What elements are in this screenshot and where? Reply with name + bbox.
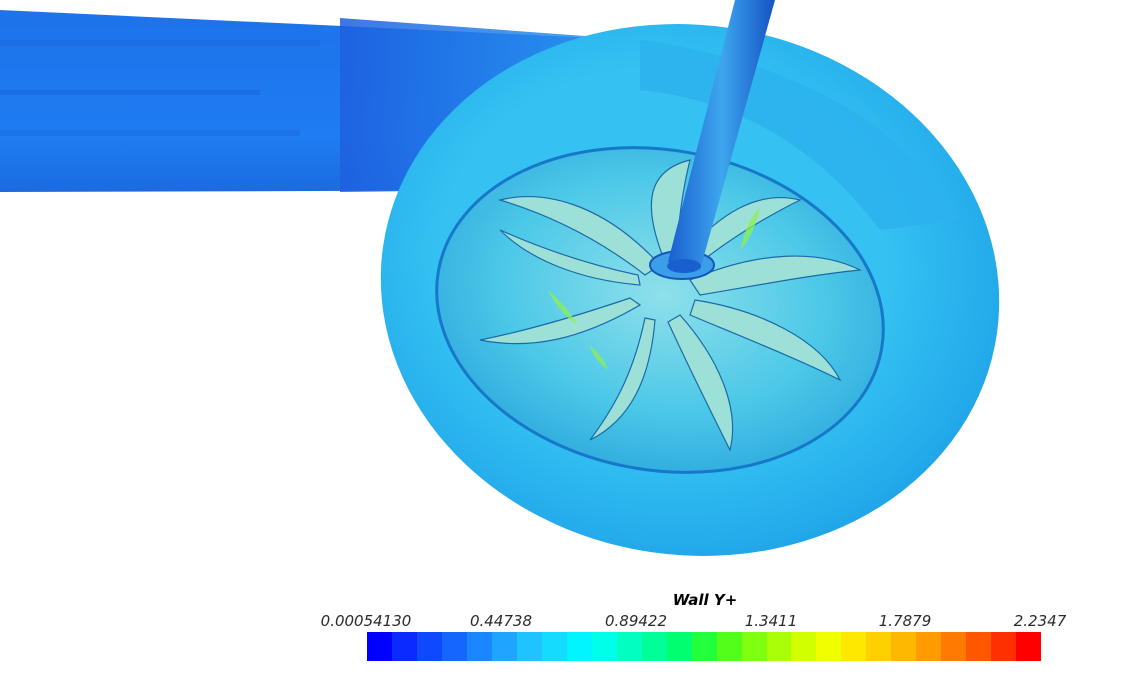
color-scale-swatch <box>816 632 842 661</box>
color-scale-swatch <box>916 632 942 661</box>
color-scale-swatch <box>1016 632 1042 661</box>
runner <box>435 146 885 474</box>
blade-highlights <box>548 208 760 370</box>
legend-tick-4: 1.7879 <box>878 612 932 630</box>
legend-tick-min: 0.00054130 <box>320 612 412 630</box>
color-scale-swatch <box>866 632 892 661</box>
color-scale-swatch <box>791 632 817 661</box>
color-scale-swatch <box>641 632 667 661</box>
color-scale-swatch <box>741 632 767 661</box>
color-scale-swatch <box>666 632 692 661</box>
color-scale-swatch <box>616 632 642 661</box>
color-scale-swatch <box>391 632 417 661</box>
color-scale-swatch <box>541 632 567 661</box>
color-scale-swatch <box>591 632 617 661</box>
color-scale-swatch <box>966 632 992 661</box>
legend-title: Wall Y+ <box>672 591 738 609</box>
legend-tick-1: 0.44738 <box>469 612 533 630</box>
color-scale-swatch <box>941 632 967 661</box>
color-scale-bar <box>367 632 1042 661</box>
color-scale-swatch <box>891 632 917 661</box>
legend-tick-2: 0.89422 <box>604 612 668 630</box>
color-scale-swatch <box>716 632 742 661</box>
color-scale-swatch <box>991 632 1017 661</box>
shaft <box>667 0 775 273</box>
color-scale-swatch <box>566 632 592 661</box>
color-scale-swatch <box>691 632 717 661</box>
color-scale-swatch <box>416 632 442 661</box>
legend-tick-max: 2.2347 <box>1013 612 1067 630</box>
color-scale-swatch <box>516 632 542 661</box>
color-scale-swatch <box>841 632 867 661</box>
color-scale-swatch <box>466 632 492 661</box>
color-scale-swatch <box>491 632 517 661</box>
color-scale-swatch <box>367 632 392 661</box>
color-scale-swatch <box>766 632 792 661</box>
legend-tick-3: 1.3411 <box>744 612 798 630</box>
color-scale-swatch <box>441 632 467 661</box>
